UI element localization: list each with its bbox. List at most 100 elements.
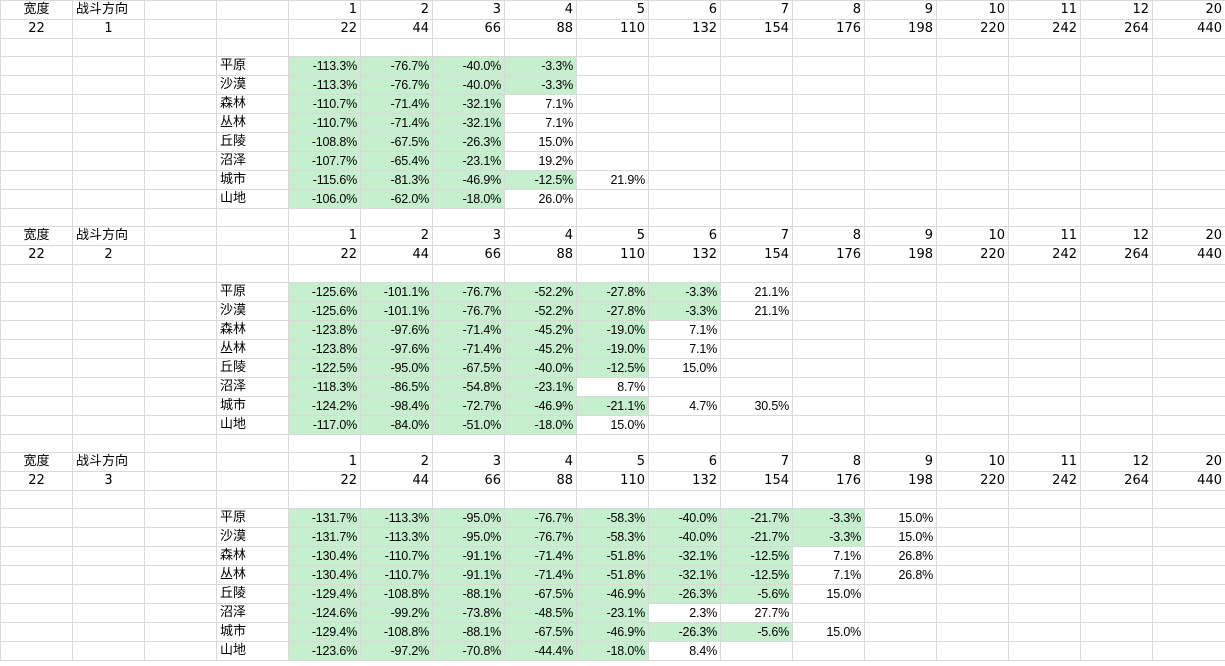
cell	[144, 377, 217, 397]
cell: 9	[864, 226, 937, 246]
cell: 22	[0, 471, 73, 491]
cell	[576, 208, 649, 227]
cell: -125.6%	[288, 282, 361, 302]
cell	[1152, 151, 1225, 171]
cell	[1080, 584, 1153, 604]
cell	[1080, 434, 1153, 453]
cell	[144, 603, 217, 623]
cell: 山地	[216, 189, 289, 209]
cell	[0, 565, 73, 585]
cell	[792, 603, 865, 623]
cell	[0, 434, 73, 453]
cell	[144, 584, 217, 604]
cell	[1152, 75, 1225, 95]
cell: -67.5%	[504, 622, 577, 642]
cell	[1080, 396, 1153, 416]
cell	[720, 132, 793, 152]
cell	[1008, 151, 1081, 171]
cell: 198	[864, 245, 937, 265]
cell	[0, 75, 73, 95]
cell	[1152, 358, 1225, 378]
cell	[1152, 508, 1225, 528]
cell: 3	[432, 452, 505, 472]
row	[0, 208, 1225, 227]
cell: -118.3%	[288, 377, 361, 397]
cell: -71.4%	[360, 113, 433, 133]
cell	[864, 339, 937, 359]
row: 城市 -129.4% -108.8% -88.1% -67.5% -46.9% -26.3%…	[0, 622, 1225, 642]
cell: -32.1%	[648, 565, 721, 585]
cell	[792, 151, 865, 171]
cell	[936, 208, 1009, 227]
cell	[1080, 264, 1153, 283]
cell	[1152, 339, 1225, 359]
cell	[144, 490, 217, 509]
cell	[72, 490, 145, 509]
cell	[1008, 434, 1081, 453]
cell: -110.7%	[360, 546, 433, 566]
cell	[1152, 132, 1225, 152]
cell: -129.4%	[288, 584, 361, 604]
cell: -44.4%	[504, 641, 577, 661]
cell: 242	[1008, 471, 1081, 491]
cell	[936, 641, 1009, 661]
cell: 220	[936, 471, 1009, 491]
cell	[864, 434, 937, 453]
cell: 2	[72, 245, 145, 265]
cell: -67.5%	[504, 584, 577, 604]
cell	[72, 396, 145, 416]
cell	[1080, 208, 1153, 227]
cell: -12.5%	[504, 170, 577, 190]
cell: -27.8%	[576, 282, 649, 302]
cell: 15.0%	[648, 358, 721, 378]
cell	[1152, 546, 1225, 566]
cell: -124.2%	[288, 396, 361, 416]
cell	[792, 56, 865, 76]
cell: 8	[792, 226, 865, 246]
cell	[72, 622, 145, 642]
cell	[720, 264, 793, 283]
cell: -86.5%	[360, 377, 433, 397]
cell: -19.0%	[576, 339, 649, 359]
cell	[72, 38, 145, 57]
cell: 2	[360, 0, 433, 20]
cell: -131.7%	[288, 527, 361, 547]
cell: -130.4%	[288, 546, 361, 566]
cell: -124.6%	[288, 603, 361, 623]
cell: 7.1%	[504, 113, 577, 133]
cell	[72, 641, 145, 661]
cell: 12	[1080, 226, 1153, 246]
cell	[1080, 94, 1153, 114]
cell	[1008, 377, 1081, 397]
cell	[1152, 56, 1225, 76]
cell	[792, 490, 865, 509]
cell: 7	[720, 226, 793, 246]
cell	[1152, 170, 1225, 190]
cell	[792, 415, 865, 435]
cell	[0, 151, 73, 171]
cell: 沼泽	[216, 377, 289, 397]
cell	[1152, 320, 1225, 340]
cell	[792, 282, 865, 302]
cell: -113.3%	[360, 527, 433, 547]
cell: -106.0%	[288, 189, 361, 209]
row: 山地 -106.0% -62.0% -18.0% 26.0%	[0, 189, 1225, 209]
cell	[1008, 339, 1081, 359]
cell	[144, 38, 217, 57]
cell: 12	[1080, 452, 1153, 472]
cell	[0, 603, 73, 623]
cell: -88.1%	[432, 622, 505, 642]
cell: -76.7%	[360, 56, 433, 76]
cell: -123.6%	[288, 641, 361, 661]
cell	[288, 434, 361, 453]
cell	[936, 282, 1009, 302]
cell: -40.0%	[648, 527, 721, 547]
cell	[1080, 320, 1153, 340]
row	[0, 264, 1225, 283]
cell: 440	[1152, 471, 1225, 491]
cell	[864, 132, 937, 152]
cell	[432, 434, 505, 453]
cell: 20	[1152, 0, 1225, 20]
cell	[144, 132, 217, 152]
cell	[648, 208, 721, 227]
